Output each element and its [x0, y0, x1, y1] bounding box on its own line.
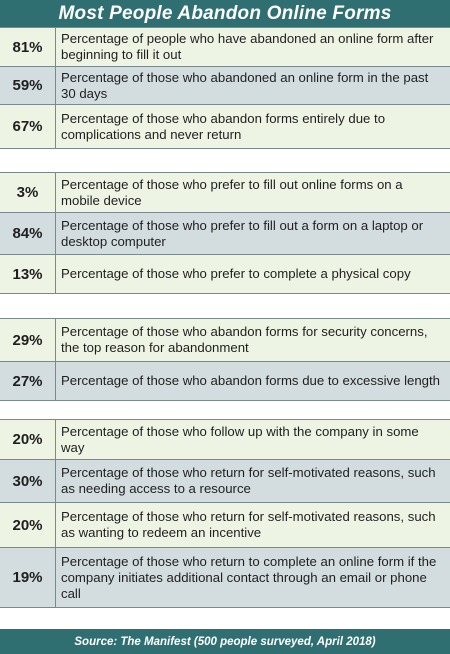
- percentage-value: 59%: [0, 67, 56, 104]
- stat-description: Percentage of people who have abandoned …: [56, 28, 450, 66]
- percentage-value: 13%: [0, 255, 56, 293]
- percentage-value: 27%: [0, 362, 56, 400]
- stat-description: Percentage of those who prefer to fill o…: [56, 213, 450, 254]
- table-row: 3% Percentage of those who prefer to fill…: [0, 173, 450, 213]
- chart-title: Most People Abandon Online Forms: [0, 0, 450, 28]
- stat-description: Percentage of those who return for self-…: [56, 503, 450, 547]
- percentage-value: 19%: [0, 548, 56, 607]
- stat-description: Percentage of those who prefer to fill o…: [56, 173, 450, 212]
- stat-description: Percentage of those who return for self-…: [56, 460, 450, 502]
- stat-description: Percentage of those who abandon forms en…: [56, 105, 450, 148]
- percentage-value: 29%: [0, 319, 56, 361]
- stat-group: 29% Percentage of those who abandon forms…: [0, 318, 450, 401]
- stat-group: 81% Percentage of people who have abandon…: [0, 27, 450, 149]
- table-row: 81% Percentage of people who have abandon…: [0, 28, 450, 67]
- table-row: 59% Percentage of those who abandoned an …: [0, 67, 450, 105]
- table-row: 30% Percentage of those who return for se…: [0, 460, 450, 503]
- table-row: 20% Percentage of those who follow up wit…: [0, 420, 450, 460]
- table-row: 29% Percentage of those who abandon forms…: [0, 319, 450, 362]
- percentage-value: 20%: [0, 420, 56, 459]
- stat-description: Percentage of those who abandon forms fo…: [56, 319, 450, 361]
- table-row: 27% Percentage of those who abandon forms…: [0, 362, 450, 400]
- percentage-value: 3%: [0, 173, 56, 212]
- table-row: 84% Percentage of those who prefer to fil…: [0, 213, 450, 255]
- percentage-value: 20%: [0, 503, 56, 547]
- percentage-value: 81%: [0, 28, 56, 66]
- stat-group: 3% Percentage of those who prefer to fill…: [0, 172, 450, 294]
- table-row: 19% Percentage of those who return to com…: [0, 548, 450, 607]
- stat-description: Percentage of those who abandoned an onl…: [56, 67, 450, 104]
- stat-group: 20% Percentage of those who follow up wit…: [0, 419, 450, 608]
- stat-description: Percentage of those who prefer to comple…: [56, 255, 450, 293]
- table-row: 67% Percentage of those who abandon forms…: [0, 105, 450, 148]
- stat-description: Percentage of those who abandon forms du…: [56, 362, 450, 400]
- percentage-value: 84%: [0, 213, 56, 254]
- source-note: Source: The Manifest (500 people surveye…: [0, 629, 450, 654]
- table-row: 13% Percentage of those who prefer to com…: [0, 255, 450, 293]
- table-row: 20% Percentage of those who return for se…: [0, 503, 450, 548]
- stat-description: Percentage of those who follow up with t…: [56, 420, 450, 459]
- percentage-value: 30%: [0, 460, 56, 502]
- percentage-value: 67%: [0, 105, 56, 148]
- stat-description: Percentage of those who return to comple…: [56, 548, 450, 607]
